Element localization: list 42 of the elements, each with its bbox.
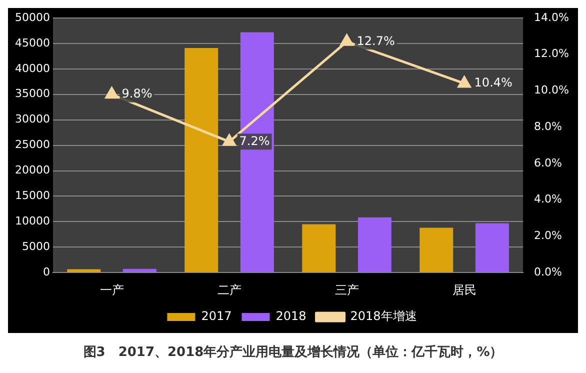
x-tick-label: 居民	[452, 282, 476, 297]
data-label: 9.8%	[122, 86, 152, 101]
point	[340, 34, 354, 46]
y2-tick-label: 4.0%	[534, 192, 562, 206]
bar	[475, 223, 509, 272]
y2-tick-label: 8.0%	[534, 120, 562, 133]
y-tick-label: 20000	[14, 164, 50, 177]
y2-tick-label: 2.0%	[534, 229, 562, 242]
x-tick-label: 二产	[217, 282, 242, 297]
y-tick-label: 30000	[14, 112, 50, 126]
point	[105, 87, 118, 99]
bar	[420, 228, 454, 272]
y-tick-label: 10000	[14, 214, 50, 228]
legend-label: 2017	[201, 309, 232, 324]
y-tick-label: 50000	[14, 10, 50, 24]
text: 图3 2017、2018年分产业用电量及增长情况（单位：亿千瓦时，%）	[82, 344, 504, 362]
legend-label: 2018	[276, 309, 306, 324]
y2-tick-label: 10.0%	[534, 84, 570, 97]
y-tick-label: 15000	[14, 189, 50, 202]
y-tick-label: 35000	[14, 87, 50, 100]
y-tick-label: 40000	[14, 62, 50, 75]
y2-tick-label: 0.0%	[534, 265, 562, 278]
bar	[302, 224, 336, 272]
y-tick-label: 5000	[22, 240, 50, 253]
y2-tick-label: 14.0%	[534, 10, 570, 24]
bar	[122, 268, 156, 272]
x-tick-label: 三产	[334, 282, 359, 297]
x-tick-label: 一产	[100, 282, 124, 297]
point	[458, 76, 471, 88]
y-tick-label: 25000	[14, 138, 50, 152]
legend-label: 2018年增速	[350, 309, 417, 324]
data-label: 12.7%	[356, 34, 395, 48]
bar	[358, 217, 392, 272]
y2-tick-label: 12.0%	[534, 47, 570, 60]
bar	[240, 32, 274, 272]
y-tick-label: 45000	[14, 36, 50, 50]
y2-tick-label: 6.0%	[534, 156, 562, 170]
data-label: 7.2%	[239, 134, 270, 148]
bar	[184, 48, 218, 272]
data-label: 10.4%	[474, 76, 512, 90]
y-tick-label: 0	[42, 265, 50, 278]
point	[222, 134, 236, 146]
